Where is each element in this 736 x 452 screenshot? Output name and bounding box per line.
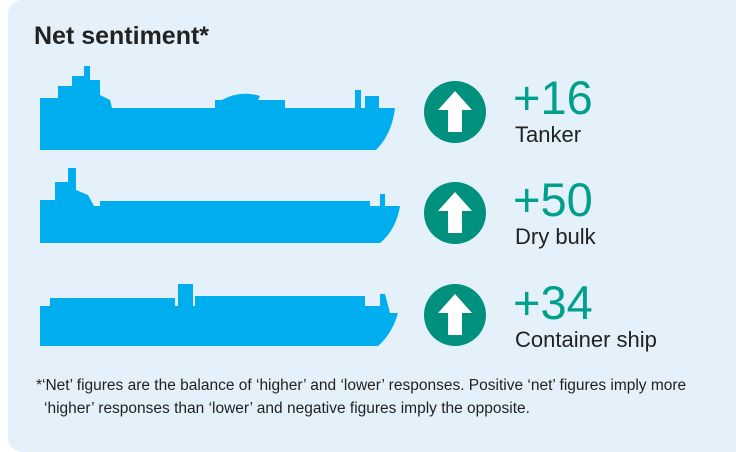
up-arrow-icons bbox=[424, 81, 486, 346]
container-ship bbox=[40, 284, 398, 346]
label: Dry bulk bbox=[515, 224, 596, 249]
label: Container ship bbox=[515, 327, 657, 352]
value: +50 bbox=[513, 173, 593, 226]
value: +34 bbox=[513, 276, 593, 329]
value: +16 bbox=[513, 71, 593, 124]
label: Tanker bbox=[515, 122, 582, 147]
footnote: *‘Net’ figures are the balance of ‘highe… bbox=[36, 377, 687, 417]
tanker-ship bbox=[40, 66, 395, 150]
dry-bulk-ship bbox=[40, 168, 400, 243]
title: Net sentiment* bbox=[34, 22, 210, 50]
